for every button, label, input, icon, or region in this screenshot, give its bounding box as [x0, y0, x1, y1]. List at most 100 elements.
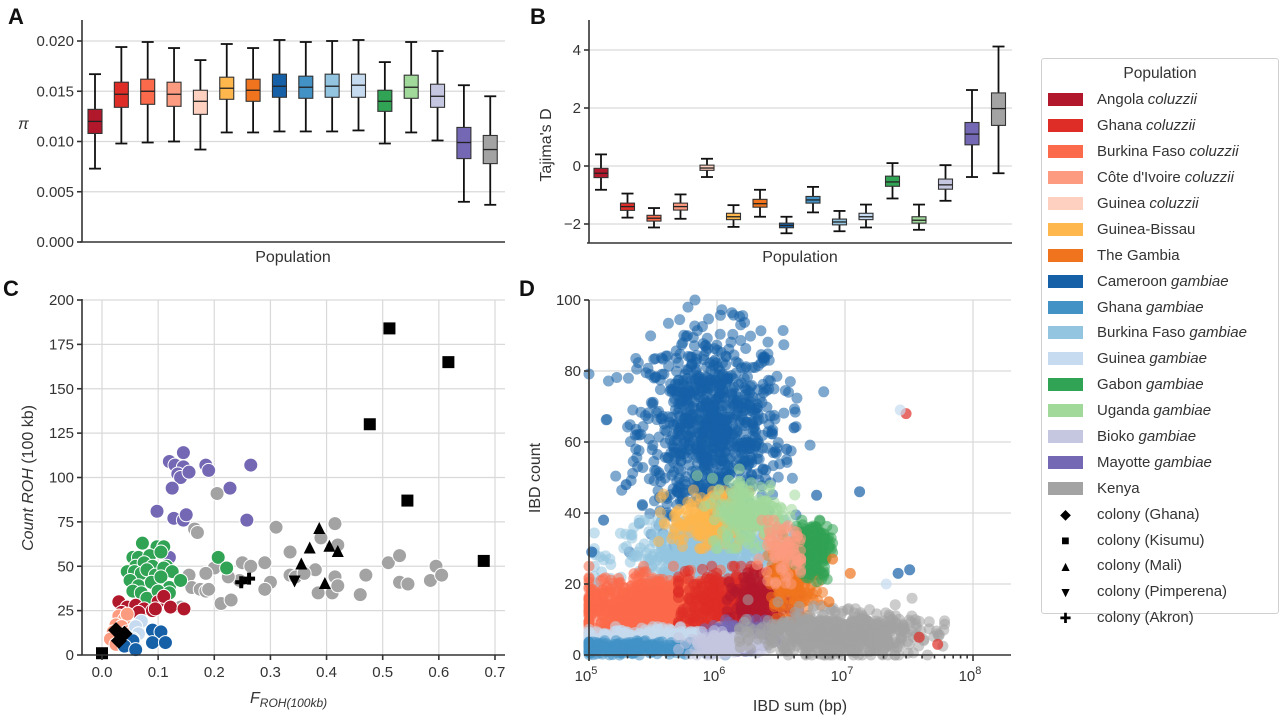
d-point	[682, 510, 694, 522]
d-point	[598, 589, 610, 601]
box-guinea-gambiae	[350, 39, 367, 132]
d-point	[683, 592, 695, 604]
d-point	[733, 463, 745, 475]
d-point	[713, 387, 725, 399]
box-iqr	[192, 89, 208, 115]
d-point	[672, 575, 684, 587]
c-point	[380, 555, 396, 571]
d-point	[772, 529, 784, 541]
d-point	[699, 594, 711, 606]
panel-c-ylabel: Count ROH (100 kb)	[20, 405, 37, 551]
c-point	[257, 555, 273, 571]
d-point	[600, 550, 612, 562]
c-point-square	[442, 356, 455, 369]
d-point	[609, 605, 621, 617]
d-point	[630, 353, 642, 365]
d-point	[681, 384, 693, 396]
c-point-square	[383, 322, 396, 335]
c-point	[162, 599, 178, 615]
d-point	[625, 529, 637, 541]
c-point-plus	[243, 572, 256, 585]
c-xtick-label: 0.6	[428, 664, 449, 681]
c-point	[352, 587, 368, 603]
c-point-diamond	[116, 625, 133, 642]
d-point	[680, 330, 692, 342]
c-point	[210, 549, 226, 565]
d-point	[671, 365, 683, 377]
d-point	[814, 514, 826, 526]
d-point	[593, 598, 605, 610]
d-point	[674, 519, 686, 531]
d-point	[694, 407, 706, 419]
d-point	[789, 489, 801, 501]
c-series-colony-pimperena	[288, 575, 301, 588]
d-point	[648, 587, 660, 599]
c-series-colony-mali	[295, 521, 344, 589]
d-point	[674, 314, 686, 326]
d-point	[786, 549, 798, 561]
box-guinea-bissau	[219, 43, 235, 134]
d-point	[783, 386, 795, 398]
box-guinea-bissau	[725, 204, 742, 228]
d-point	[666, 533, 678, 545]
c-point-square	[96, 647, 108, 660]
c-point-triangle-up	[303, 541, 316, 554]
c-ytick-label: 175	[49, 336, 74, 353]
d-point	[739, 404, 751, 416]
d-point	[745, 468, 757, 480]
c-series-gabon-gambiae	[119, 535, 235, 606]
b-ytick-label: 2	[573, 100, 581, 117]
d-point	[653, 573, 665, 585]
d-point	[795, 553, 807, 565]
c-point	[243, 558, 259, 574]
box-burkina-faso-coluzzii	[140, 41, 156, 144]
d-point	[716, 405, 728, 417]
c-ytick-label: 25	[57, 603, 74, 620]
c-xtick-label: 0.5	[372, 664, 393, 681]
d-point	[627, 404, 639, 416]
c-series-colony-kisumu	[96, 322, 490, 660]
d-point	[771, 370, 783, 382]
d-point	[762, 336, 774, 348]
d-point	[752, 447, 764, 459]
d-point	[688, 611, 700, 623]
box-iqr	[937, 178, 954, 190]
d-cluster-c-te-d-ivoire-coluzzii	[751, 514, 807, 590]
d-point	[704, 579, 716, 591]
d-point	[708, 359, 720, 371]
d-point	[754, 393, 766, 405]
d-point	[680, 364, 692, 376]
d-point	[627, 615, 639, 627]
d-point	[626, 585, 638, 597]
d-point	[763, 523, 775, 535]
d-point	[621, 606, 633, 618]
d-point	[778, 339, 790, 351]
d-point	[675, 606, 687, 618]
c-point-triangle-up	[313, 521, 326, 534]
d-point	[686, 416, 698, 428]
d-point	[755, 325, 767, 337]
c-series-mayotte-gambiae	[149, 445, 259, 565]
d-point	[687, 435, 699, 447]
d-point	[658, 517, 670, 529]
box-c-te-d-ivoire-coluzzii	[166, 47, 182, 143]
c-ytick-label: 75	[57, 514, 74, 531]
d-point	[627, 455, 639, 467]
panel-label-b: B	[530, 4, 546, 29]
d-point	[728, 560, 740, 572]
c-point	[153, 569, 169, 585]
d-point	[811, 546, 823, 558]
a-ytick-label: 0.020	[36, 33, 74, 50]
d-point	[795, 533, 807, 545]
panel-c-ylabel-rest: (100 kb)	[20, 405, 37, 468]
d-point	[633, 518, 645, 530]
d-point	[658, 488, 670, 500]
d-point	[654, 507, 666, 519]
d-point	[780, 577, 792, 589]
d-point	[610, 470, 622, 482]
d-point	[688, 523, 700, 535]
d-point	[717, 368, 729, 380]
box-kenya	[990, 45, 1007, 175]
d-point	[723, 576, 735, 588]
